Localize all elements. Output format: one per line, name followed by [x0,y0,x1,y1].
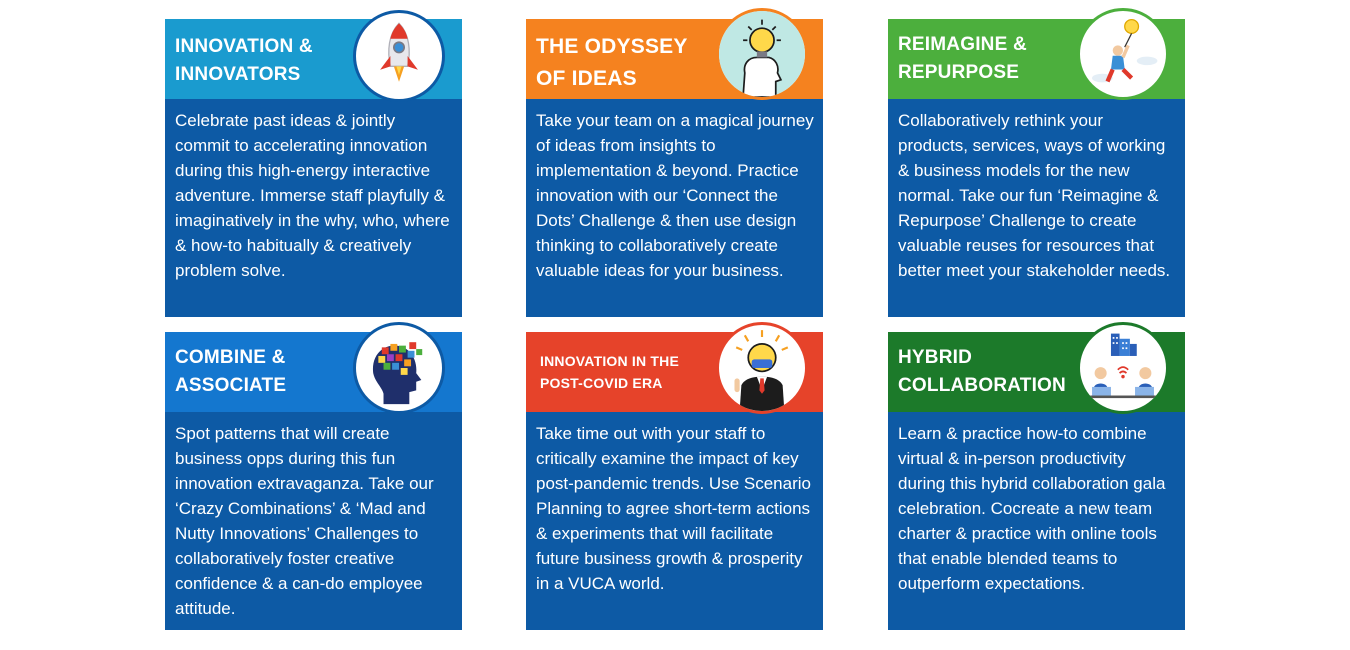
card-body: Spot patterns that will create business … [165,412,462,630]
card-title: INNOVATION IN THE POST-COVID ERA [540,353,679,391]
card-description: Take your team on a magical journey of i… [536,111,814,280]
card-description: Celebrate past ideas & jointly commit to… [175,111,450,280]
card-body: Celebrate past ideas & jointly commit to… [165,99,462,317]
card-title: COMBINE & ASSOCIATE [175,347,287,396]
card-odyssey-of-ideas: THE ODYSSEY OF IDEAS Take your team on a… [526,19,823,317]
card-title: HYBRID COLLABORATION [898,347,1066,396]
rocket-icon [353,10,445,102]
remote-team-icon [1077,322,1169,414]
card-reimagine-repurpose: REIMAGINE & REPURPOSE Collaboratively re… [888,19,1185,317]
lightbulb-head-icon [716,8,808,100]
card-innovation-post-covid: INNOVATION IN THE POST-COVID ERA Take ti… [526,332,823,630]
card-body: Learn & practice how-to combine virtual … [888,412,1185,630]
card-body: Take time out with your staff to critica… [526,412,823,630]
card-body: Take your team on a magical journey of i… [526,99,823,317]
card-innovation-innovators: INNOVATION & INNOVATORS Celebrate past i… [165,19,462,317]
card-description: Learn & practice how-to combine virtual … [898,424,1166,593]
card-title: REIMAGINE & REPURPOSE [898,34,1027,83]
card-description: Collaboratively rethink your products, s… [898,111,1171,280]
card-title: INNOVATION & INNOVATORS [175,36,313,85]
card-description: Take time out with your staff to critica… [536,424,811,593]
person-lightbulb-icon [1077,8,1169,100]
card-body: Collaboratively rethink your products, s… [888,99,1185,317]
puzzle-head-icon [353,322,445,414]
card-description: Spot patterns that will create business … [175,424,434,618]
card-title: THE ODYSSEY OF IDEAS [536,35,688,90]
card-hybrid-collaboration: HYBRID COLLABORATION Learn & practice ho… [888,332,1185,630]
masked-businessman-icon [716,322,808,414]
